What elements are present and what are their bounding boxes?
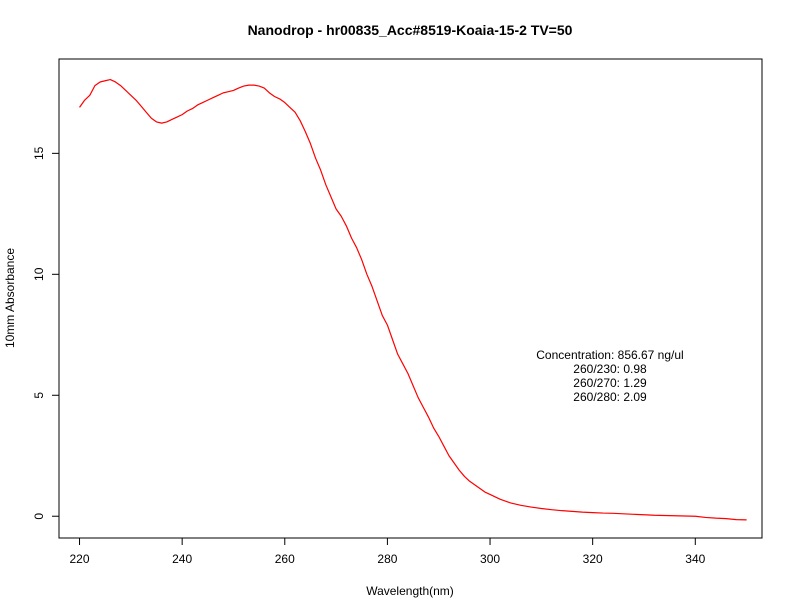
- x-tick-label: 240: [172, 552, 192, 566]
- y-tick-label: 0: [32, 513, 46, 520]
- annotation-line: 260/230: 0.98: [573, 362, 647, 376]
- y-tick-label: 5: [32, 392, 46, 399]
- y-tick-label: 10: [32, 267, 46, 281]
- series-line: [79, 78, 747, 521]
- y-axis: 0 5 10 15: [32, 146, 59, 520]
- x-axis: 220 240 260 280 300 320 340: [70, 538, 706, 566]
- y-tick-label: 15: [32, 146, 46, 160]
- x-axis-label: Wavelength(nm): [366, 584, 454, 598]
- chart-title: Nanodrop - hr00835_Acc#8519-Koaia-15-2 T…: [248, 22, 573, 38]
- annotation-line: Concentration: 856.67 ng/ul: [536, 348, 683, 362]
- series-layer: [79, 78, 747, 521]
- x-tick-label: 220: [70, 552, 90, 566]
- y-axis-label: 10mm Absorbance: [3, 248, 17, 348]
- x-tick-label: 280: [377, 552, 397, 566]
- plot-frame: [58, 58, 763, 539]
- x-tick-label: 300: [480, 552, 500, 566]
- x-tick-label: 260: [275, 552, 295, 566]
- annotation-line: 260/280: 2.09: [573, 390, 647, 404]
- annotation-line: 260/270: 1.29: [573, 376, 647, 390]
- x-tick-label: 340: [685, 552, 705, 566]
- x-tick-label: 320: [583, 552, 603, 566]
